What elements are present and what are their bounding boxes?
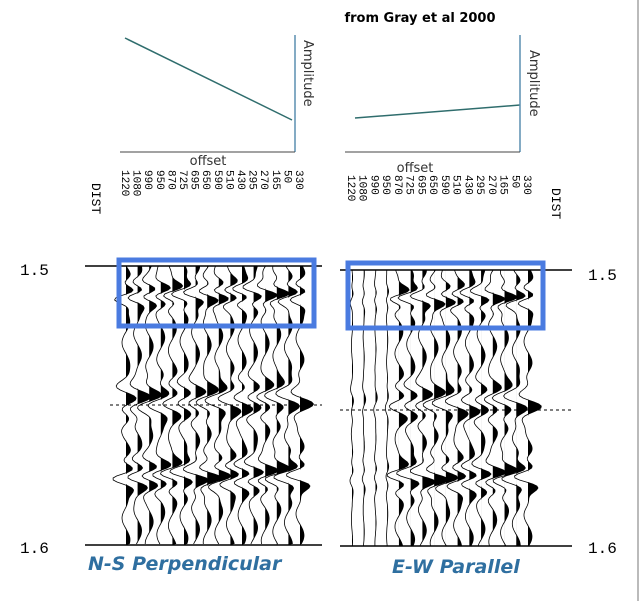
offset-label: 330 [520,175,532,195]
offset-label: 950 [379,175,391,195]
time-label: 1.6 [588,540,617,558]
trace [385,270,388,546]
offset-label: 165 [497,175,509,195]
caption: N-S Perpendicular [88,553,283,575]
amplitude-trend [355,105,520,118]
trace-fill [469,270,480,546]
figure-title: from Gray et al 2000 [344,11,495,26]
amplitude-label: Amplitude [526,50,541,117]
trace-fill [528,270,541,546]
offset-label: 165 [269,170,281,190]
offset-label: 1220 [344,175,356,201]
offset-label: 870 [164,170,176,190]
offset-label: 725 [403,175,415,195]
offset-label: 50 [508,175,520,188]
offset-label: 510 [450,175,462,195]
offset-label: 590 [438,175,450,195]
amplitude-label: Amplitude [300,40,315,107]
dist-label: DIST [548,188,563,219]
offset-label: 1080 [356,175,368,201]
offset-label: 990 [141,170,153,190]
offset-label: 990 [367,175,379,195]
offset-label: 590 [211,170,223,190]
offset-label: offset [190,154,227,169]
offset-label: 510 [222,170,234,190]
trace-fill [493,270,506,546]
trace-fill [411,270,419,546]
offset-label: 1220 [118,170,130,196]
offset-label: 695 [414,175,426,195]
figure: from Gray et al 2000 Amplitude offset Am… [0,0,642,601]
trace-fill [422,270,435,546]
caption: E-W Parallel [392,556,520,578]
time-label: 1.6 [20,540,49,558]
trace [350,270,354,546]
time-label: 1.5 [20,262,49,280]
offset-label: 950 [153,170,165,190]
offset-label: 330 [292,170,304,190]
offset-label: 650 [199,170,211,190]
time-label: 1.5 [588,267,617,285]
trace [432,270,458,546]
offset-label: 270 [257,170,269,190]
offset-label: 650 [426,175,438,195]
offset-label: 1080 [130,170,142,196]
offset-label: 430 [461,175,473,195]
trace-fill [399,270,409,546]
offset-label: 270 [485,175,497,195]
trace-fill [516,270,527,546]
offset-label: offset [397,161,434,176]
trace [423,270,448,546]
dist-label: DIST [88,183,103,214]
offset-label: 870 [391,175,403,195]
offset-label: 725 [176,170,188,190]
amplitude-trend [125,38,292,120]
offset-label: 430 [234,170,246,190]
trace [445,270,468,546]
offset-label: 295 [473,175,485,195]
offset-label: 695 [188,170,200,190]
offset-label: 295 [246,170,258,190]
offset-label: 50 [280,170,292,183]
